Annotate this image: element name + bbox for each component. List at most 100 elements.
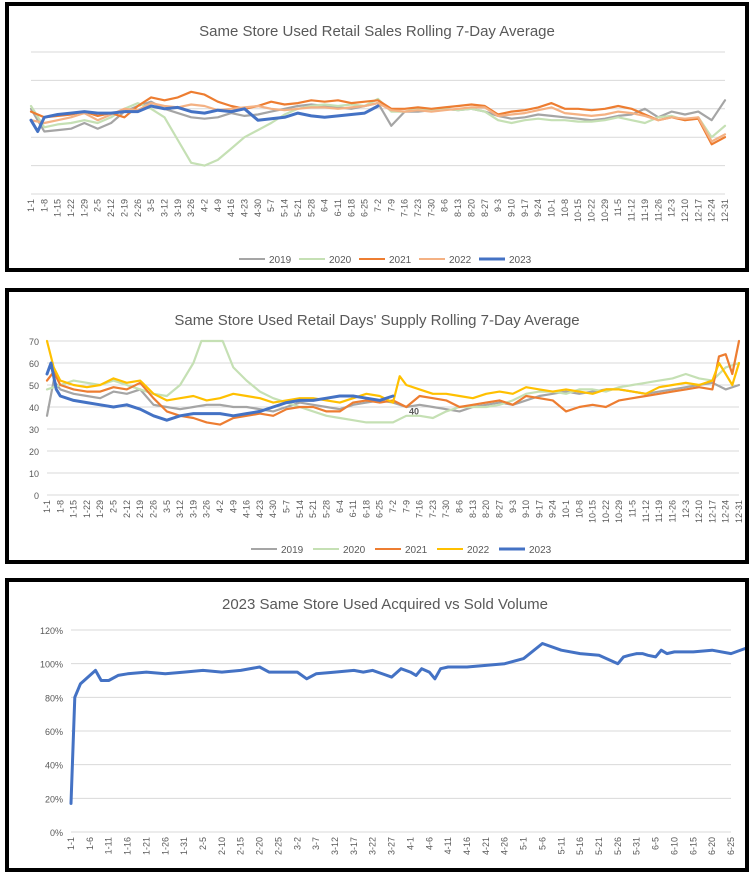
x-tick-label: 7-9 xyxy=(401,500,411,513)
legend: 2019 2020 2021 2022 2023 xyxy=(251,545,552,556)
gridlines xyxy=(31,51,725,195)
legend-label: 2022 xyxy=(449,255,472,266)
x-tick-label: 7-2 xyxy=(388,500,398,513)
x-tick-label: 3-26 xyxy=(186,199,196,217)
x-tick-label: 11-5 xyxy=(613,199,623,216)
days-supply-chart-panel: Same Store Used Retail Days' Supply Roll… xyxy=(5,288,749,564)
y-axis-ticks: 0% 20% 40% 60% 80% 100% 120% xyxy=(40,626,63,838)
y-tick-label: 20% xyxy=(45,794,63,804)
x-tick-label: 10-29 xyxy=(600,199,610,222)
x-tick-label: 6-4 xyxy=(335,500,345,513)
x-tick-label: 11-19 xyxy=(654,500,664,522)
chart-title: Same Store Used Retail Sales Rolling 7-D… xyxy=(199,23,555,40)
x-tick-label: 1-8 xyxy=(55,500,65,513)
x-tick-label: 6-25 xyxy=(726,837,736,855)
x-tick-label: 5-21 xyxy=(594,837,604,855)
x-axis-ticks: 1-1 1-8 1-15 1-22 1-29 2-5 2-12 2-19 2-26 3-5 3-12… xyxy=(42,500,744,523)
x-tick-label: 4-16 xyxy=(226,199,236,217)
x-tick-label: 7-16 xyxy=(400,199,410,217)
x-tick-label: 3-17 xyxy=(349,837,359,855)
y-tick-label: 20 xyxy=(29,447,39,457)
x-tick-label: 12-24 xyxy=(707,199,717,222)
legend-label: 2019 xyxy=(269,255,292,266)
x-tick-label: 2-25 xyxy=(273,837,283,855)
x-tick-label: 2-20 xyxy=(255,837,265,855)
x-tick-label: 12-3 xyxy=(667,199,677,217)
x-tick-label: 2-26 xyxy=(133,199,143,217)
x-tick-label: 9-3 xyxy=(508,500,518,513)
chart-title: 2023 Same Store Used Acquired vs Sold Vo… xyxy=(222,596,548,613)
x-tick-label: 1-15 xyxy=(69,500,79,518)
x-tick-label: 4-16 xyxy=(462,837,472,855)
legend-label: 2023 xyxy=(509,255,532,266)
x-tick-label: 1-21 xyxy=(141,837,151,855)
x-tick-label: 2-26 xyxy=(148,500,158,518)
y-tick-label: 30 xyxy=(29,425,39,435)
x-tick-label: 1-16 xyxy=(123,837,133,855)
x-tick-label: 3-2 xyxy=(292,837,302,850)
series-lines xyxy=(69,642,745,805)
x-tick-label: 1-22 xyxy=(66,199,76,217)
x-tick-label: 2-12 xyxy=(106,199,116,217)
x-tick-label: 3-7 xyxy=(311,837,321,850)
x-tick-label: 10-15 xyxy=(573,199,583,222)
x-tick-label: 9-3 xyxy=(493,199,503,212)
x-tick-label: 10-15 xyxy=(588,500,598,523)
x-tick-label: 1-22 xyxy=(82,500,92,518)
x-tick-label: 10-1 xyxy=(561,500,571,518)
x-tick-label: 6-25 xyxy=(360,199,370,217)
x-tick-label: 10-22 xyxy=(587,199,597,222)
x-tick-label: 3-26 xyxy=(202,500,212,518)
x-tick-label: 6-15 xyxy=(688,837,698,855)
legend-label: 2019 xyxy=(281,545,304,556)
x-tick-label: 12-31 xyxy=(720,199,730,222)
x-tick-label: 7-9 xyxy=(386,199,396,212)
sales-chart-panel: Same Store Used Retail Sales Rolling 7-D… xyxy=(5,2,749,272)
x-tick-label: 3-19 xyxy=(173,199,183,217)
x-tick-label: 5-21 xyxy=(293,199,303,217)
x-tick-label: 10-8 xyxy=(574,500,584,518)
x-tick-label: 3-12 xyxy=(159,199,169,217)
x-tick-label: 11-5 xyxy=(628,500,638,517)
x-tick-label: 9-10 xyxy=(506,199,516,217)
x-tick-label: 1-26 xyxy=(160,837,170,855)
x-tick-label: 8-6 xyxy=(440,199,450,212)
y-tick-label: 50 xyxy=(29,381,39,391)
x-axis-ticks: 1-1 1-8 1-15 1-22 1-29 2-5 2-12 2-19 2-26 3-5 3-12… xyxy=(26,199,730,222)
x-tick-label: 11-19 xyxy=(640,199,650,221)
x-tick-label: 5-21 xyxy=(308,500,318,518)
x-tick-label: 7-23 xyxy=(413,199,423,217)
y-tick-label: 40 xyxy=(29,403,39,413)
x-tick-label: 5-28 xyxy=(321,500,331,518)
x-tick-label: 1-15 xyxy=(53,199,63,217)
x-tick-label: 12-31 xyxy=(734,500,744,523)
x-tick-label: 2-5 xyxy=(109,500,119,513)
x-tick-label: 4-2 xyxy=(215,500,225,513)
x-axis-ticks: 1-1 1-6 1-11 1-16 1-21 1-26 1-31 2-5 2-10 2-15 2-2… xyxy=(66,837,736,855)
x-tick-label: 4-21 xyxy=(481,837,491,855)
x-tick-label: 7-30 xyxy=(426,199,436,217)
x-tick-label: 10-1 xyxy=(547,199,557,217)
x-tick-label: 1-1 xyxy=(42,500,52,513)
data-label: 40 xyxy=(409,406,419,416)
acquired-vs-sold-chart: 2023 Same Store Used Acquired vs Sold Vo… xyxy=(40,596,745,855)
x-tick-label: 8-13 xyxy=(468,500,478,518)
x-tick-label: 8-13 xyxy=(453,199,463,217)
legend-label: 2022 xyxy=(467,545,490,556)
acquired-vs-sold-chart-panel: 2023 Same Store Used Acquired vs Sold Vo… xyxy=(5,578,749,872)
x-tick-label: 3-22 xyxy=(368,837,378,855)
x-tick-label: 1-11 xyxy=(104,837,114,854)
x-tick-label: 8-20 xyxy=(466,199,476,217)
x-tick-label: 10-8 xyxy=(560,199,570,217)
y-tick-label: 10 xyxy=(29,469,39,479)
x-tick-label: 11-26 xyxy=(653,199,663,221)
legend-label: 2020 xyxy=(329,255,352,266)
x-tick-label: 6-20 xyxy=(707,837,717,855)
y-tick-label: 120% xyxy=(40,626,63,636)
x-tick-label: 6-5 xyxy=(651,837,661,850)
x-tick-label: 1-1 xyxy=(66,837,76,850)
y-tick-label: 60 xyxy=(29,359,39,369)
x-tick-label: 9-24 xyxy=(533,199,543,217)
x-tick-label: 3-5 xyxy=(146,199,156,212)
gridlines xyxy=(47,340,739,496)
